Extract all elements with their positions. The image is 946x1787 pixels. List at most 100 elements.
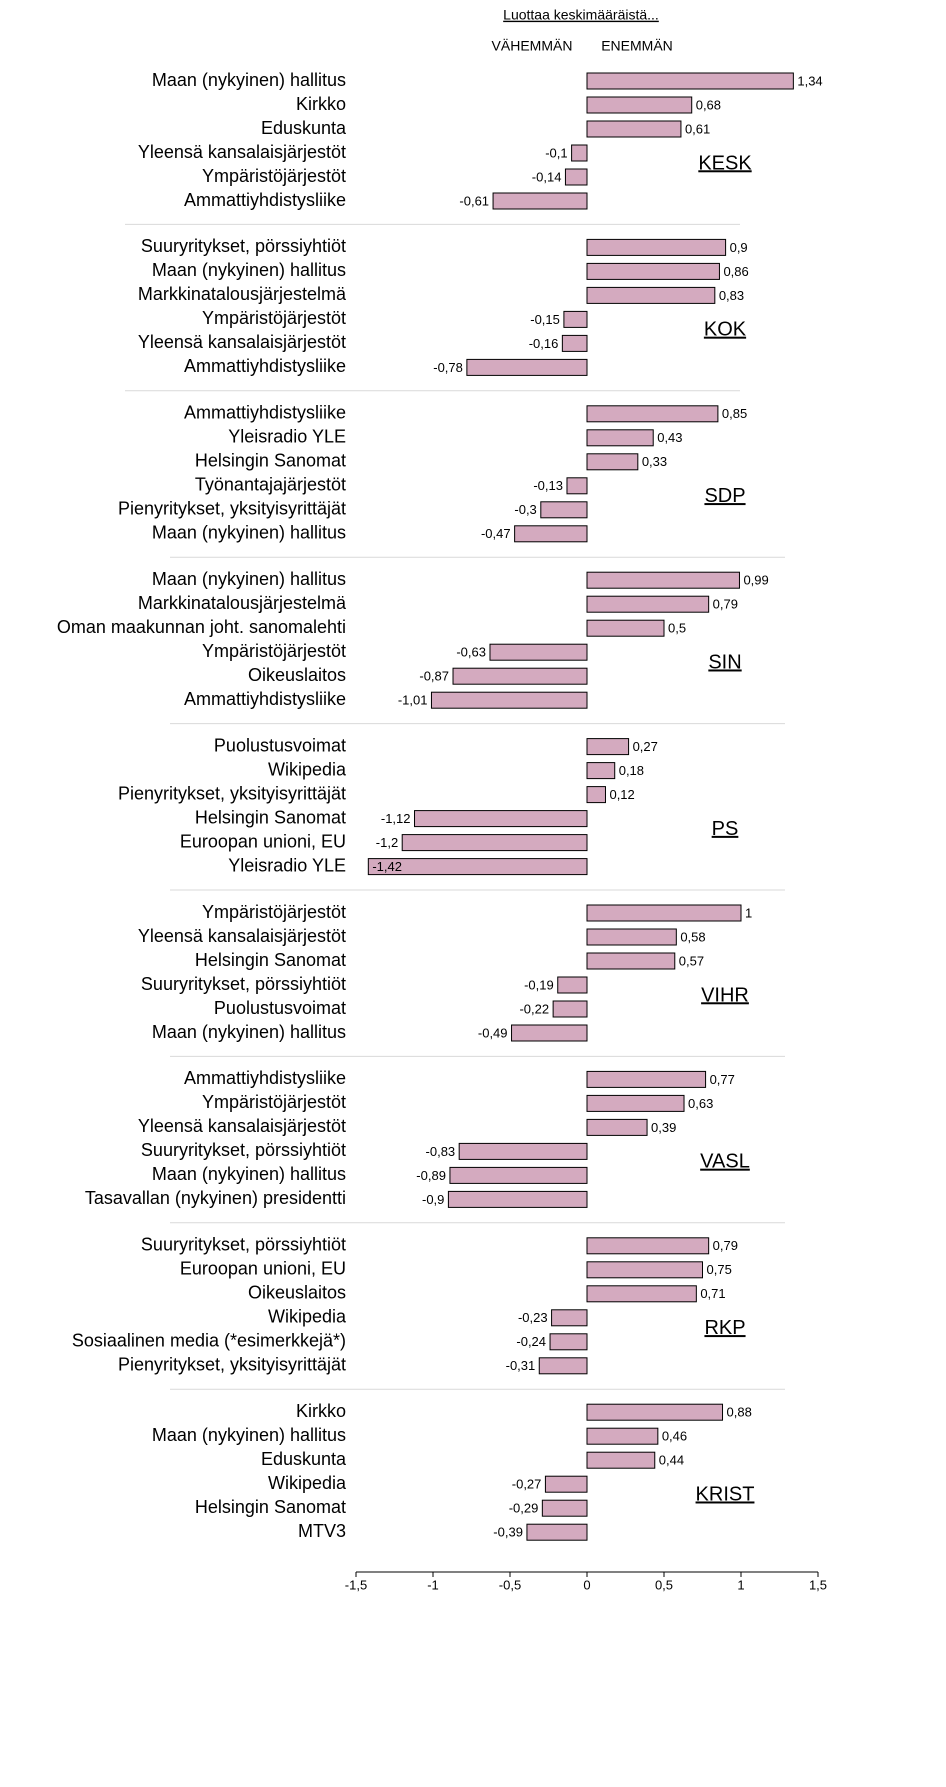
bar — [586, 786, 606, 804]
bar — [586, 405, 719, 423]
category-label: Suuryritykset, pörssiyhtiöt — [141, 974, 346, 994]
category-label: Sosiaalinen media (*esimerkkejä*) — [72, 1331, 346, 1351]
bar — [551, 1309, 588, 1327]
bar — [571, 144, 588, 162]
category-label: Ympäristöjärjestöt — [202, 641, 346, 661]
category-label: Pienyritykset, yksityisyrittäjät — [118, 1355, 346, 1375]
value-label: 0,18 — [619, 763, 644, 778]
category-label: Ympäristöjärjestöt — [202, 902, 346, 922]
bar — [586, 1237, 710, 1255]
value-label: 1 — [745, 905, 752, 920]
party-label: SDP — [704, 485, 745, 507]
more-label: ENEMMÄN — [601, 38, 673, 54]
value-label: 0,27 — [633, 739, 658, 754]
bar — [526, 1523, 588, 1541]
category-label: Maan (nykyinen) hallitus — [152, 1022, 346, 1042]
bar — [492, 192, 588, 210]
value-label: 0,43 — [657, 430, 682, 445]
bar — [586, 571, 740, 589]
value-label: -0,14 — [532, 169, 562, 184]
value-label: -0,1 — [545, 145, 567, 160]
value-label: -0,47 — [481, 526, 511, 541]
category-label: Helsingin Sanomat — [195, 451, 346, 471]
bar — [586, 1261, 703, 1279]
category-label: Helsingin Sanomat — [195, 807, 346, 827]
category-label: Wikipedia — [268, 1473, 347, 1493]
bar — [586, 904, 742, 922]
value-label: 0,83 — [719, 288, 744, 303]
value-label: -0,23 — [518, 1310, 548, 1325]
value-label: -0,27 — [512, 1477, 542, 1492]
value-label: -0,89 — [416, 1168, 446, 1183]
value-label: -0,19 — [524, 977, 554, 992]
value-label: -1,42 — [372, 859, 402, 874]
value-label: 0,9 — [730, 240, 748, 255]
category-label: Ammattiyhdistysliike — [184, 190, 346, 210]
category-label: Euroopan unioni, EU — [180, 1259, 346, 1279]
category-label: Eduskunta — [261, 118, 347, 138]
value-label: 0,63 — [688, 1096, 713, 1111]
value-label: -0,3 — [514, 502, 536, 517]
value-label: -0,13 — [533, 478, 563, 493]
value-label: 0,86 — [723, 264, 748, 279]
bar — [552, 1000, 588, 1018]
category-label: Yleensä kansalaisjärjestöt — [138, 1116, 346, 1136]
x-tick-label: 0,5 — [655, 1577, 673, 1592]
bar — [430, 691, 588, 709]
bar — [586, 619, 665, 637]
value-label: -1,12 — [381, 811, 411, 826]
party-label: RKP — [704, 1317, 745, 1339]
bar — [466, 358, 588, 376]
bar — [586, 429, 654, 447]
value-label: -0,24 — [516, 1334, 546, 1349]
category-label: Ammattiyhdistysliike — [184, 1068, 346, 1088]
bar — [489, 643, 588, 661]
bar — [544, 1475, 588, 1493]
bar — [586, 1070, 707, 1088]
bar — [452, 667, 588, 685]
value-label: 0,75 — [707, 1262, 732, 1277]
value-label: 0,88 — [727, 1405, 752, 1420]
x-tick-label: -0,5 — [499, 1577, 521, 1592]
category-label: Kirkko — [296, 1401, 346, 1421]
category-label: Suuryritykset, pörssiyhtiöt — [141, 236, 346, 256]
bar — [586, 928, 677, 946]
category-label: Helsingin Sanomat — [195, 1497, 346, 1517]
value-label: -1,2 — [376, 835, 398, 850]
category-label: Oikeuslaitos — [248, 665, 346, 685]
category-label: Suuryritykset, pörssiyhtiöt — [141, 1235, 346, 1255]
bar — [514, 525, 588, 543]
x-tick-label: -1 — [427, 1577, 439, 1592]
category-label: Maan (nykyinen) hallitus — [152, 1425, 346, 1445]
value-label: 0,77 — [710, 1072, 735, 1087]
bar — [549, 1333, 588, 1351]
bar — [538, 1357, 588, 1375]
value-label: 0,33 — [642, 454, 667, 469]
bar — [557, 976, 588, 994]
value-label: -0,15 — [530, 312, 560, 327]
bar — [586, 262, 720, 280]
category-label: Maan (nykyinen) hallitus — [152, 1164, 346, 1184]
bar — [414, 810, 588, 828]
value-label: 0,68 — [696, 97, 721, 112]
bar — [586, 1094, 685, 1112]
category-label: Suuryritykset, pörssiyhtiöt — [141, 1140, 346, 1160]
value-label: -0,29 — [509, 1501, 539, 1516]
bar — [586, 952, 676, 970]
x-tick-label: 0 — [583, 1577, 590, 1592]
category-label: Puolustusvoimat — [214, 735, 346, 755]
value-label: 0,12 — [609, 787, 634, 802]
bar — [540, 501, 588, 519]
party-label: KOK — [704, 319, 747, 341]
x-tick-label: 1,5 — [809, 1577, 827, 1592]
value-label: -0,39 — [493, 1525, 523, 1540]
x-tick-label: 1 — [737, 1577, 744, 1592]
category-label: Maan (nykyinen) hallitus — [152, 260, 346, 280]
value-label: 0,85 — [722, 406, 747, 421]
value-label: -0,16 — [529, 336, 559, 351]
bar — [586, 738, 630, 756]
party-label: KRIST — [696, 1483, 755, 1505]
value-label: 1,34 — [797, 73, 822, 88]
bar — [458, 1142, 588, 1160]
